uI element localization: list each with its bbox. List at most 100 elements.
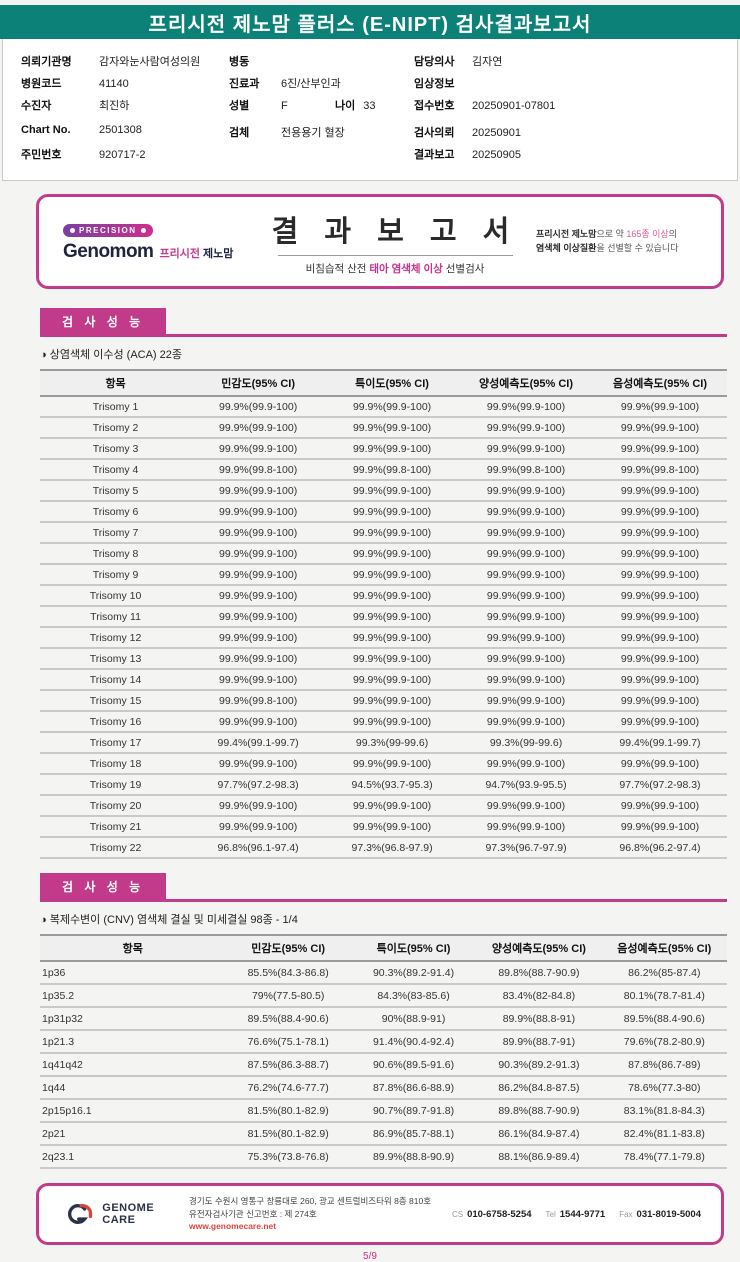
section2-header: 검 사 성 능 — [40, 873, 167, 899]
field-label: Chart No. — [21, 124, 71, 136]
table-cell: 87.8%(86.7-89) — [601, 1053, 727, 1077]
table-cell: 99.9%(99.9-100) — [325, 480, 460, 502]
table-cell: 89.8%(88.7-90.9) — [476, 1099, 602, 1123]
field-label: 담당의사 — [414, 56, 455, 68]
badge-dot-icon — [140, 228, 146, 233]
brand-name-en: Genomom — [63, 241, 154, 262]
table-cell: 99.9%(99.9-100) — [325, 816, 460, 838]
table-cell: Trisomy 15 — [40, 690, 192, 712]
table-cell: 90.3%(89.2-91.3) — [476, 1053, 602, 1077]
brand-name-kr: 프리시전 제노맘 — [159, 248, 234, 260]
table-row: Trisomy 17 99.4%(99.1-99.7) 99.3%(99-99.6)… — [40, 732, 727, 754]
section1-subtitle: ◑ 상염색체 이수성 (ACA) 22종 — [40, 349, 183, 361]
column-header: 특이도(95% CI) — [350, 934, 477, 962]
table-cell: 89.5%(88.4-90.6) — [225, 1007, 351, 1031]
column-header: 항목 — [40, 934, 226, 962]
table-cell: 1q44 — [40, 1076, 226, 1100]
table-cell: Trisomy 1 — [40, 396, 192, 418]
info-row: Chart No. 2501308 — [21, 124, 229, 146]
table-row: Trisomy 1 99.9%(99.9-100) 99.9%(99.9-100) 9… — [40, 396, 727, 418]
column-header: 음성예측도(95% CI) — [592, 369, 727, 397]
table-row: 2p15p16.1 81.5%(80.1-82.9) 90.7%(89.7-91.8… — [40, 1099, 727, 1123]
field-value: 41140 — [99, 78, 129, 90]
table-cell: 99.9%(99.9-100) — [325, 417, 460, 439]
table-row: Trisomy 4 99.9%(99.8-100) 99.9%(99.8-100) 9… — [40, 459, 727, 481]
tel-number: 1544-9771 — [559, 1208, 606, 1220]
table-cell: 86.2%(84.8-87.5) — [476, 1076, 602, 1100]
website-link[interactable]: www.genomecare.net — [189, 1221, 277, 1232]
field-label: 병원코드 — [21, 78, 62, 90]
table-cell: 81.5%(80.1-82.9) — [225, 1122, 351, 1146]
table-cell: 89.5%(88.4-90.6) — [601, 1007, 727, 1031]
table-cell: 99.9%(99.9-100) — [325, 669, 460, 691]
fax-number: 031-8019-5004 — [636, 1208, 701, 1220]
table-cell: 90.6%(89.5-91.6) — [350, 1053, 477, 1077]
table-cell: 83.4%(82-84.8) — [476, 984, 602, 1008]
banner-divider — [277, 254, 513, 256]
table-cell: 99.9%(99.9-100) — [592, 417, 727, 439]
info-row: 병동 — [229, 53, 414, 75]
table-header-row: 항목 민감도(95% CI) 특이도(95% CI) 양성예측도(95% CI) 음성예… — [40, 934, 727, 962]
field-label: 검사의뢰 — [414, 127, 455, 139]
table-cell: 1p31p32 — [40, 1007, 226, 1031]
field-label: 접수번호 — [414, 100, 455, 112]
table-cell: 99.9%(99.9-100) — [459, 669, 593, 691]
footer-contact: CS 010-6758-5254 Tel 1544-9771 Fax 031-8… — [452, 1209, 721, 1220]
table-cell: 99.9%(99.9-100) — [191, 795, 326, 817]
tel-contact: Tel 1544-9771 — [546, 1209, 606, 1220]
info-row: 검체 전용용기 혈장 — [229, 124, 414, 146]
table-cell: 89.9%(88.8-91) — [476, 1007, 602, 1031]
table-cell: 94.5%(93.7-95.3) — [325, 774, 460, 796]
table-cell: 99.9%(99.9-100) — [325, 795, 460, 817]
genomom-brand: PRECISION Genomom 프리시전 제노맘 — [39, 220, 254, 263]
table-row: 2q23.1 75.3%(73.8-76.8) 89.9%(88.8-90.9) 88… — [40, 1145, 727, 1169]
fax-label: Fax — [619, 1209, 633, 1219]
table-row: Trisomy 15 99.9%(99.8-100) 99.9%(99.9-100)… — [40, 690, 727, 712]
table-row: Trisomy 14 99.9%(99.9-100) 99.9%(99.9-100)… — [40, 669, 727, 691]
table-cell: Trisomy 19 — [40, 774, 192, 796]
table-cell: 99.9%(99.9-100) — [325, 585, 460, 607]
table-cell: 99.9%(99.9-100) — [459, 564, 593, 586]
table-cell: 99.9%(99.9-100) — [191, 522, 326, 544]
address-line2: 유전자검사기관 신고번호 : 제 274호 — [189, 1208, 317, 1219]
cs-number: 010-6758-5254 — [467, 1208, 532, 1220]
table-row: 1q41q42 87.5%(86.3-88.7) 90.6%(89.5-91.6) 9… — [40, 1053, 727, 1077]
banner-note: 프리시전 제노맘으로 약 165종 이상의 염색체 이상질환을 선별할 수 있습… — [536, 228, 721, 256]
field-value: 20250905 — [472, 149, 521, 161]
column-header: 양성예측도(95% CI) — [476, 934, 602, 962]
patient-info-col3: 담당의사 김자연 임상정보 접수번호 20250901-07801 검사의뢰 2… — [414, 53, 714, 168]
table-cell: 1q41q42 — [40, 1053, 226, 1077]
table-cell: 99.9%(99.8-100) — [325, 459, 460, 481]
table-cell: 2p15p16.1 — [40, 1099, 226, 1123]
table-cell: Trisomy 7 — [40, 522, 192, 544]
precision-badge: PRECISION — [63, 224, 153, 237]
table-cell: 99.9%(99.9-100) — [325, 711, 460, 733]
table-row: 1p31p32 89.5%(88.4-90.6) 90%(88.9-91) 89.9%… — [40, 1007, 727, 1031]
table-cell: 99.9%(99.9-100) — [459, 795, 593, 817]
table-cell: 99.9%(99.9-100) — [592, 606, 727, 628]
table-cell: Trisomy 16 — [40, 711, 192, 733]
table-cell: 91.4%(90.4-92.4) — [350, 1030, 477, 1054]
table-cell: 99.9%(99.9-100) — [191, 501, 326, 523]
table-cell: 99.9%(99.9-100) — [325, 690, 460, 712]
table-cell: 99.4%(99.1-99.7) — [191, 732, 326, 754]
field-label: 주민번호 — [21, 149, 62, 161]
field-label: 임상정보 — [414, 78, 455, 90]
table-cell: 99.3%(99-99.6) — [459, 732, 593, 754]
section2-header-bar: 검 사 성 능 — [40, 873, 727, 902]
field-label: 성별 — [229, 100, 250, 112]
table-row: Trisomy 9 99.9%(99.9-100) 99.9%(99.9-100) 9… — [40, 564, 727, 586]
column-header: 양성예측도(95% CI) — [459, 369, 593, 397]
precision-badge-label: PRECISION — [79, 226, 137, 235]
table-cell: 99.9%(99.9-100) — [459, 543, 593, 565]
table-cell: 99.9%(99.9-100) — [459, 501, 593, 523]
table-cell: 83.1%(81.8-84.3) — [601, 1099, 727, 1123]
table-row: 1p35.2 79%(77.5-80.5) 84.3%(83-85.6) 83.4%(… — [40, 984, 727, 1008]
table-cell: 99.9%(99.8-100) — [592, 459, 727, 481]
table-cell: Trisomy 9 — [40, 564, 192, 586]
table-cell: 97.3%(96.7-97.9) — [459, 837, 593, 859]
field-label: 수진자 — [21, 100, 52, 112]
table-cell: 99.9%(99.9-100) — [191, 396, 326, 418]
table-cell: 96.8%(96.2-97.4) — [592, 837, 727, 859]
table-cell: 99.9%(99.9-100) — [592, 543, 727, 565]
